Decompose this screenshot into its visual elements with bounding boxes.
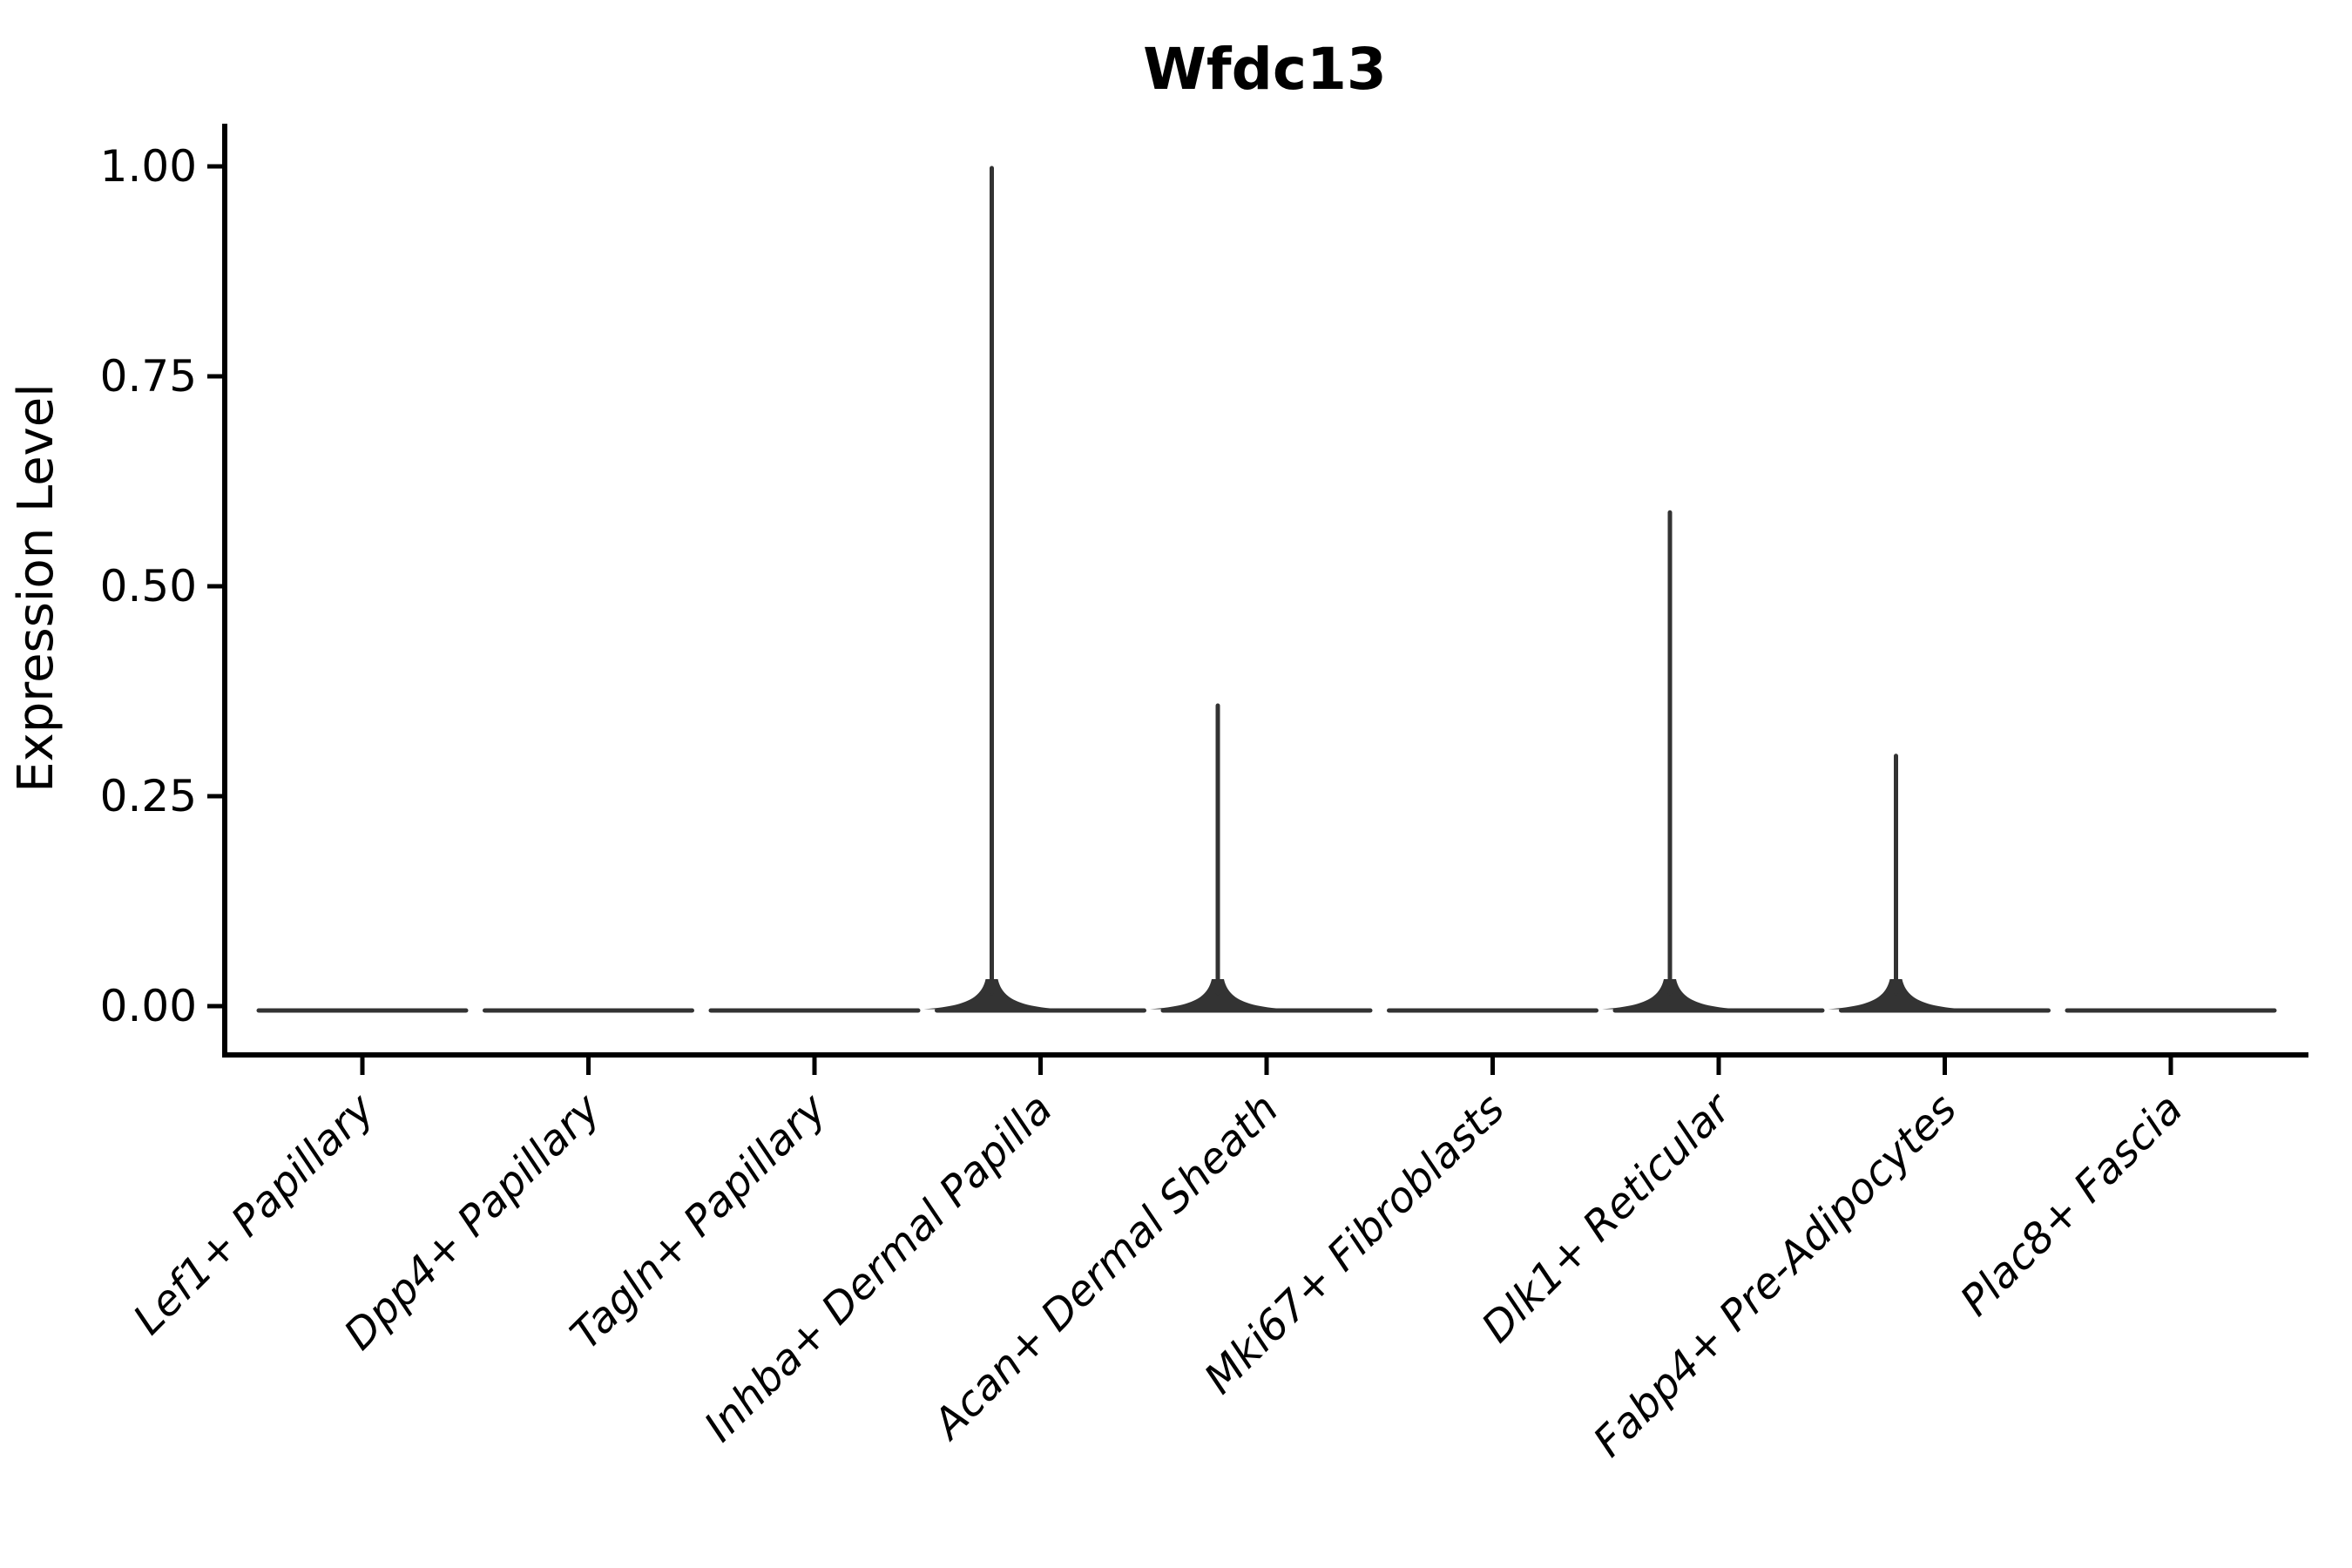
y-tick-label: 0.75 (100, 351, 197, 402)
x-tick-label: Plac8+ Fascia (1951, 1085, 2193, 1326)
violin (1602, 510, 1825, 1013)
violins (256, 166, 2277, 1013)
y-axis-ticks: 0.00 0.25 0.50 0.75 1.00 (100, 141, 226, 1031)
y-tick-label: 1.00 (100, 141, 197, 192)
x-tick-label: Dlk1+ Reticular (1472, 1083, 1742, 1353)
y-tick-label: 0.50 (100, 561, 197, 612)
x-tick-label: Fabp4+ Pre-Adipocytes (1584, 1085, 1966, 1467)
y-tick-label: 0.25 (100, 771, 197, 821)
x-tick-label: Lef1+ Papillary (124, 1084, 384, 1344)
chart-title: Wfdc13 (1143, 36, 1387, 103)
violin (1150, 703, 1373, 1013)
y-axis-label: Expression Level (8, 383, 64, 793)
violin (923, 166, 1146, 1013)
y-tick-label: 0.00 (100, 981, 197, 1031)
violin (1828, 754, 2051, 1013)
